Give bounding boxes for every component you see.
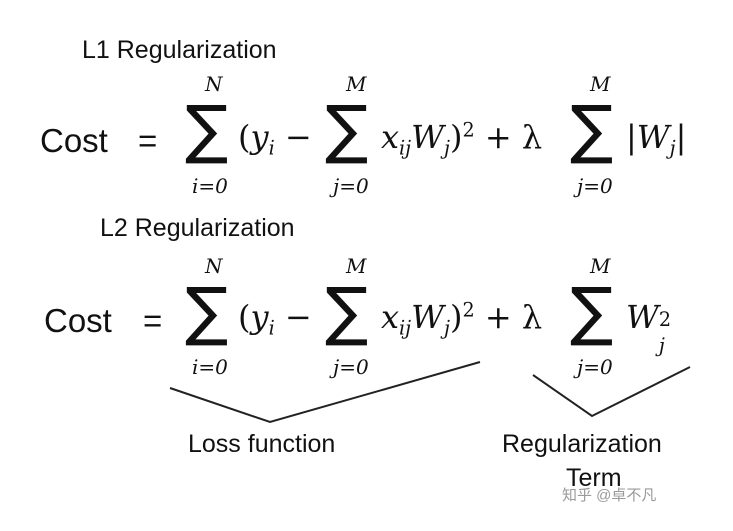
loss-function-bracket bbox=[170, 362, 480, 422]
loss-function-label: Loss function bbox=[188, 430, 335, 459]
watermark: 知乎 @卓不凡 bbox=[562, 484, 656, 505]
regularization-label: Regularization bbox=[502, 430, 662, 459]
regularization-bracket bbox=[533, 367, 690, 416]
